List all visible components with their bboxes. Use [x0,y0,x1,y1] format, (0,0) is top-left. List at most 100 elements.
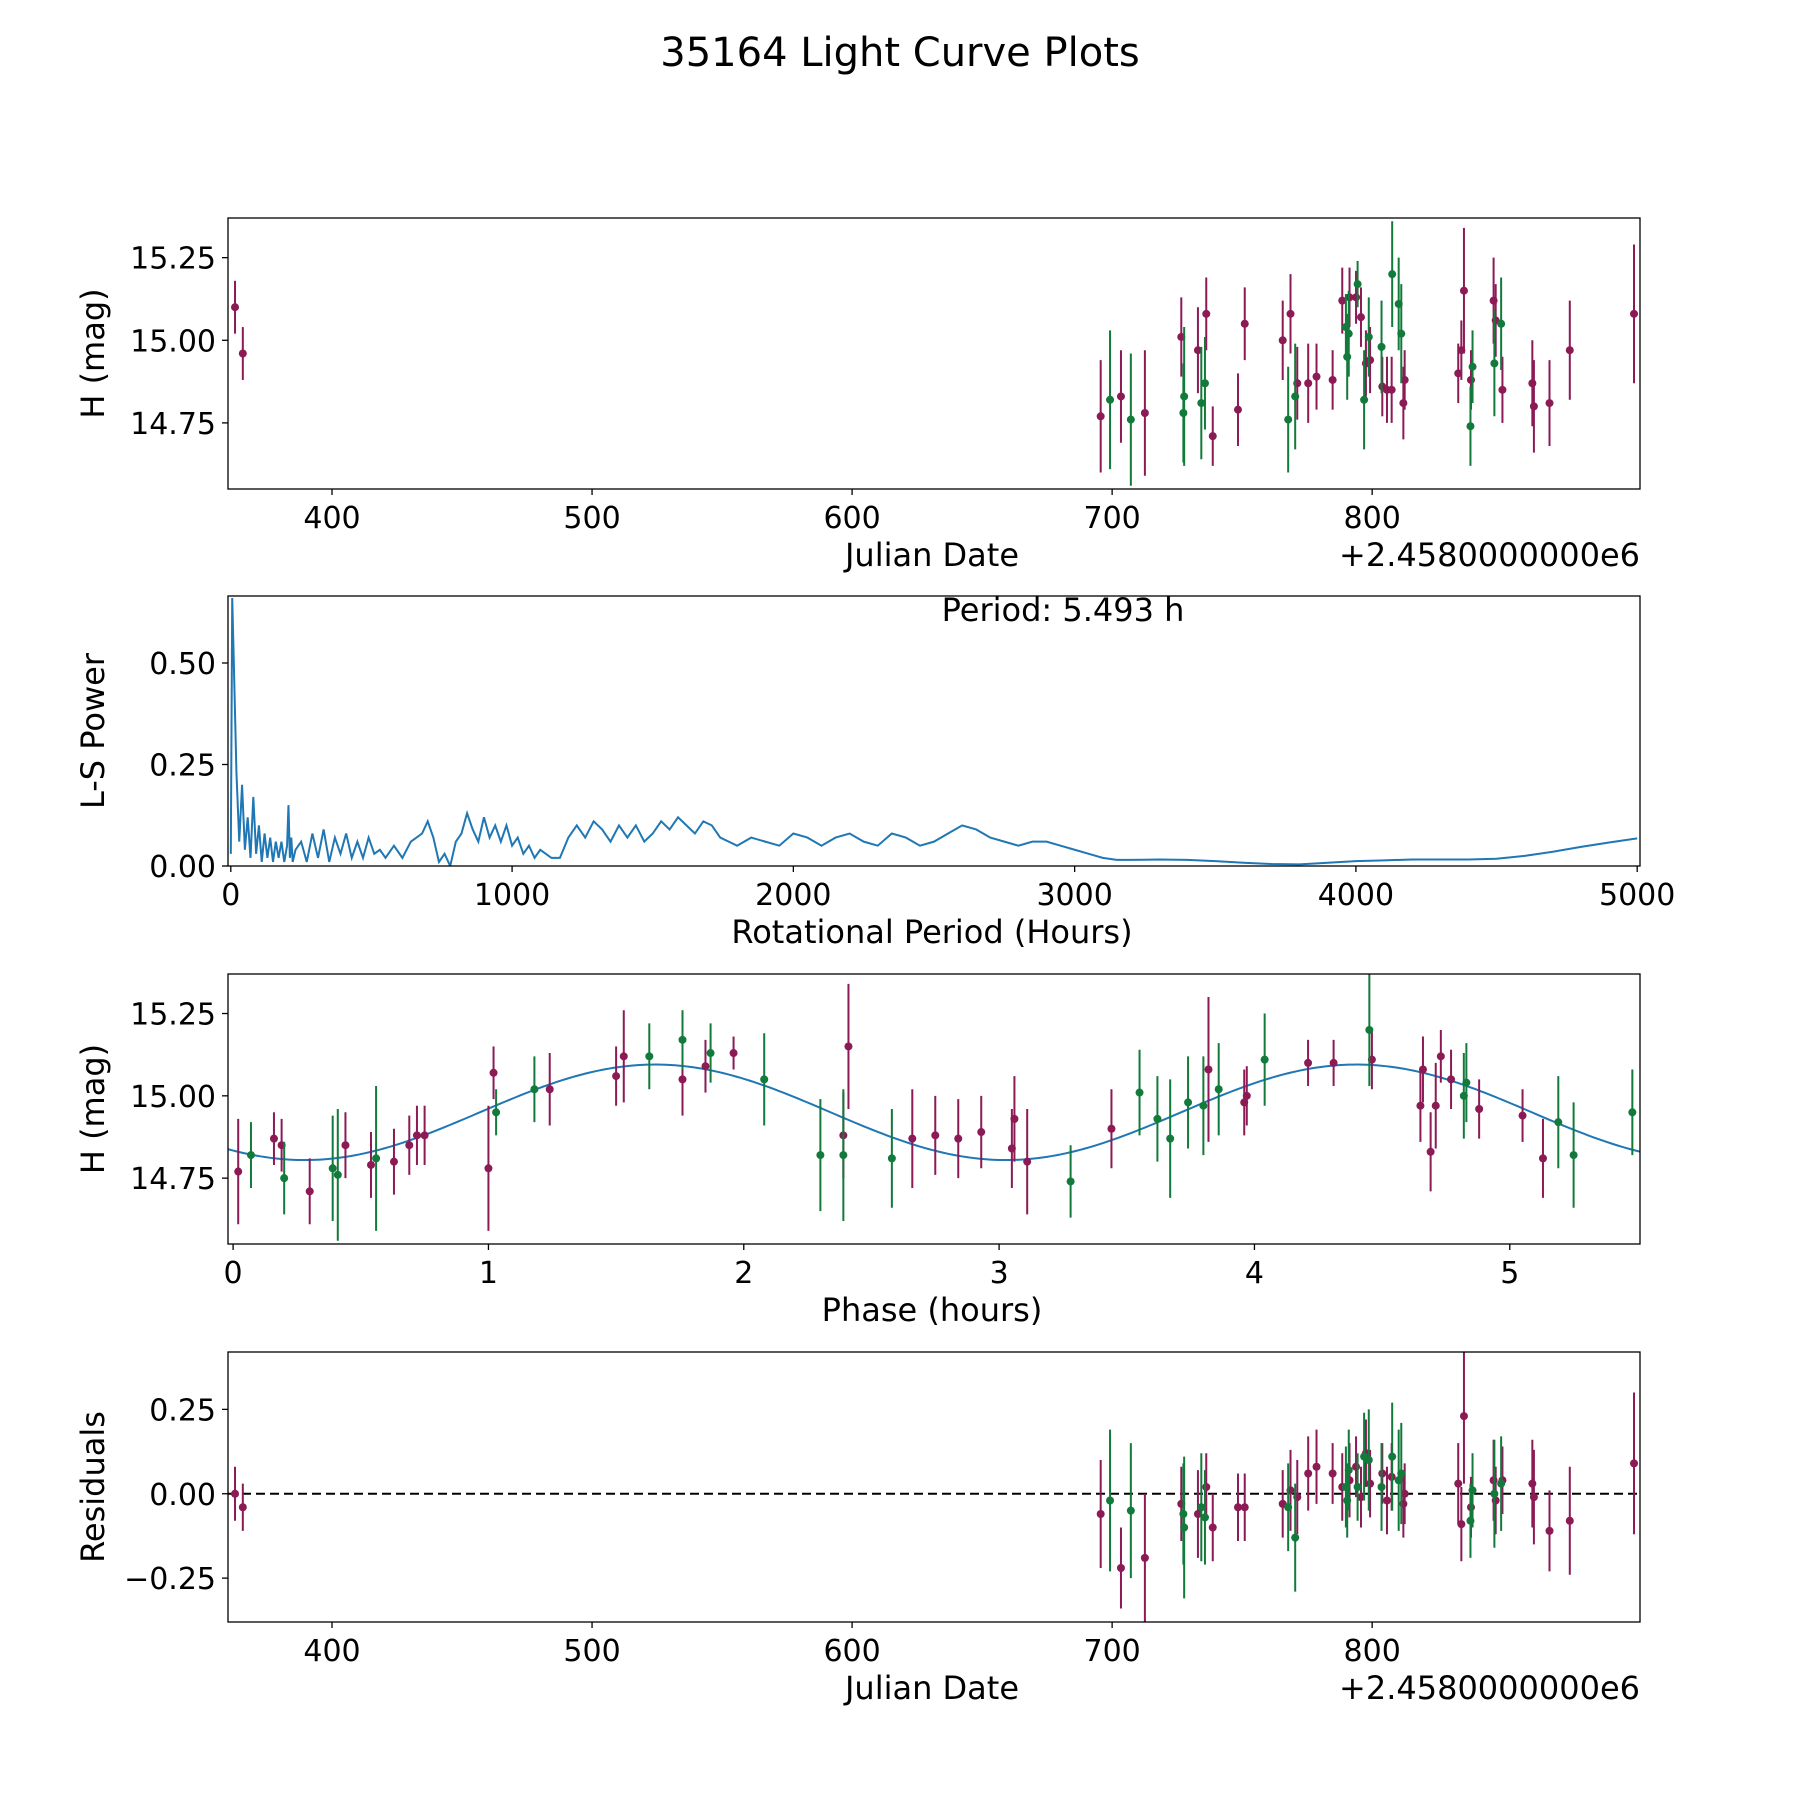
residuals-ytick-label: 0.25 [149,1393,216,1428]
lightcurve-data-point [1356,313,1365,322]
phased-data-point [484,1164,493,1173]
lightcurve-data-point [1397,329,1406,338]
phased-series-filter-g [246,974,1637,1241]
phased-plot-area [228,974,1640,1241]
residuals-data-point [1106,1496,1115,1505]
phased-data-point [816,1151,825,1160]
phased-xlabel: Phase (hours) [822,1291,1043,1329]
phased-xtick-label: 0 [224,1256,243,1291]
phased-data-point [612,1072,621,1081]
periodogram-ytick-label: 0.50 [149,647,216,682]
phased-xtick-label: 2 [734,1256,753,1291]
phased-axes-frame [227,973,1641,1245]
phased-data-point [305,1187,314,1196]
phased-data-point [1426,1147,1435,1156]
phased-data-point [844,1042,853,1051]
phased-xtick-label: 1 [479,1256,498,1291]
residuals-data-point [1193,1510,1202,1518]
phased-data-point [1199,1101,1208,1110]
phased-data-point [412,1131,421,1140]
phased-data-point [328,1164,337,1173]
periodogram-ytick-label: 0.25 [149,748,216,783]
residuals-data-point [1291,1533,1300,1542]
lightcurve-data-point [1193,346,1202,355]
lightcurve-data-point [1490,359,1499,368]
phased-data-point [341,1141,350,1150]
lightcurve-data-point [1353,280,1362,289]
residuals-xtick-label: 700 [1083,1634,1140,1669]
residuals-data-point [1529,1493,1538,1502]
periodogram-axes-frame [227,595,1641,867]
phased-data-point [545,1085,554,1094]
lightcurve-data-point [1126,415,1135,424]
periodogram-xtick-label: 4000 [1318,878,1394,913]
phased-data-point [839,1151,848,1160]
residuals-data-point [238,1503,247,1512]
residuals-data-point [1468,1486,1477,1495]
residuals-data-point [1180,1523,1189,1532]
residuals-xtick-label: 600 [823,1634,880,1669]
phased-data-point [1436,1052,1445,1061]
lightcurve-data-point [1377,342,1386,351]
figure-title: 35164 Light Curve Plots [660,30,1139,76]
periodogram-panel: 0 1000 2000 3000 4000 5000 0.00 0.25 0.50 Rotatio… [74,591,1675,951]
lightcurve-data-point [1304,379,1313,388]
residuals-data-point [1200,1513,1209,1522]
lightcurve-axes-frame [227,217,1641,490]
phased-data-point [729,1049,738,1058]
lightcurve-data-point [1399,399,1408,408]
lightcurve-series-filter-g [1106,221,1506,486]
phased-data-point [931,1131,940,1140]
phased-data-point [1107,1124,1116,1133]
phased-data-point [530,1085,539,1094]
lightcurve-data-point [1630,309,1639,318]
phased-data-point [405,1141,414,1150]
lightcurve-xtick-label: 600 [823,501,880,536]
lightcurve-data-point [1468,362,1477,371]
periodogram-xlabel: Rotational Period (Hours) [731,913,1132,951]
lightcurve-panel: 400 500 600 700 800 14.75 15.00 15.25 Julian Dat… [74,217,1641,574]
residuals-data-point [1304,1469,1313,1478]
residuals-data-point [1233,1503,1242,1512]
phased-data-point [887,1154,896,1163]
periodogram-xtick-label: 3000 [1036,878,1112,913]
residuals-data-point [1344,1466,1353,1475]
lightcurve-data-point [1387,385,1396,394]
lightcurve-data-point [231,303,240,312]
phased-data-point [420,1131,429,1140]
residuals-data-point [1126,1506,1135,1515]
lightcurve-data-point [238,349,247,358]
residuals-panel: 400 500 600 700 800 −0.25 0.00 0.25 Julian Date R… [74,1351,1641,1707]
residuals-axes-frame [227,1351,1641,1623]
lightcurve-xtick-label: 500 [563,501,620,536]
phased-data-point [1475,1105,1484,1113]
residuals-data-point [1454,1479,1463,1488]
phased-ytick-label: 14.75 [130,1162,216,1197]
phased-data-point [1462,1078,1471,1087]
lightcurve-data-point [1338,296,1347,305]
phased-data-point [1418,1065,1427,1074]
residuals-data-point [1397,1469,1406,1478]
residuals-data-point [1459,1412,1468,1421]
lightcurve-data-point [1459,286,1468,295]
lightcurve-xlabel: Julian Date [843,536,1019,574]
phased-data-point [706,1049,715,1058]
residuals-xlabel: Julian Date [843,1669,1019,1707]
residuals-ytick-label: 0.00 [149,1478,216,1513]
residuals-series-filter-r [231,1352,1639,1622]
periodogram-xtick-label: 5000 [1599,878,1675,913]
residuals-data-point [1284,1503,1293,1512]
periodogram-period-annotation: Period: 5.493 h [942,591,1185,629]
lightcurve-ytick-label: 15.00 [130,324,216,359]
phased-fit-curve [228,1063,1640,1162]
phased-data-point [1554,1118,1563,1127]
lightcurve-ytick-label: 14.75 [130,407,216,442]
residuals-plot-area [228,1352,1640,1622]
residuals-data-point [231,1489,240,1498]
lightcurve-data-point [1291,392,1300,401]
lightcurve-data-point [1343,352,1352,361]
phased-data-point [1010,1114,1019,1123]
phased-data-point [1023,1157,1032,1166]
phased-data-point [1153,1114,1162,1123]
